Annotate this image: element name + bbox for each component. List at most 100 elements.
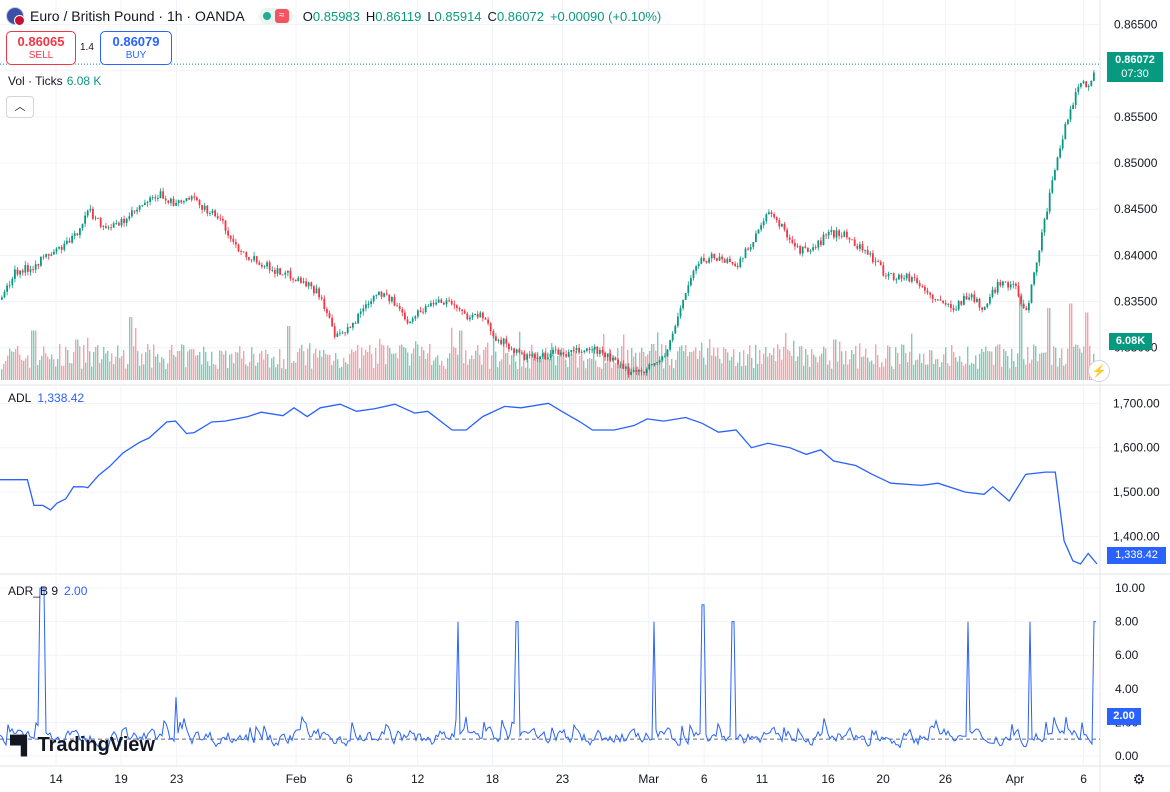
symbol-title[interactable]: Euro / British Pound · 1h · OANDA [30, 8, 245, 24]
candle-body [97, 217, 99, 219]
time-tick-label: 16 [821, 772, 835, 786]
volume-bar [735, 365, 737, 380]
candle-body [734, 263, 736, 266]
volume-bar [1061, 348, 1063, 380]
candle-body [760, 225, 762, 230]
volume-bar [323, 349, 325, 380]
candle-body [843, 231, 846, 237]
volume-bar [83, 344, 85, 380]
volume-legend[interactable]: Vol · Ticks 6.08 K [8, 74, 101, 88]
candle-body [708, 258, 710, 263]
lightning-icon[interactable]: ⚡ [1088, 360, 1110, 382]
volume-bar [595, 360, 597, 380]
volume-bar [949, 365, 951, 380]
candle-body [313, 286, 315, 294]
candle-body [362, 308, 365, 312]
candle-body [125, 218, 128, 224]
candle-body [739, 258, 742, 268]
candle-body [432, 303, 435, 305]
candle-body [1061, 139, 1064, 149]
candle-body [1048, 192, 1051, 212]
volume-bar [69, 362, 71, 380]
candle-body [926, 290, 929, 293]
volume-bar [629, 368, 631, 380]
candle-body [705, 260, 708, 263]
candle-body [1054, 170, 1056, 181]
gear-icon[interactable]: ⚙ [1132, 771, 1146, 787]
volume-bar [811, 349, 813, 380]
volume-bar [715, 356, 717, 380]
time-tick-label: Mar [638, 772, 659, 786]
candle-body [838, 230, 840, 236]
volume-bar [1019, 294, 1021, 380]
volume-bar [117, 345, 119, 380]
volume-bar [5, 360, 7, 380]
volume-bar [891, 366, 893, 380]
volume-bar [813, 354, 815, 380]
volume-bar [547, 352, 549, 380]
volume-bar [573, 346, 575, 380]
candle-body [557, 349, 560, 355]
volume-bar [365, 349, 367, 380]
volume-bar [71, 363, 73, 380]
volume-bar [45, 353, 47, 380]
volume-bar [383, 345, 385, 380]
candle-body [396, 305, 398, 307]
candle-body [422, 311, 424, 313]
volume-bar [507, 352, 509, 380]
volume-bar [885, 358, 887, 380]
tradingview-logo[interactable]: ▀▌ TradingView [10, 734, 155, 757]
candle-body [778, 220, 781, 227]
volume-bar [313, 353, 315, 380]
volume-bar [443, 365, 445, 380]
candle-body [877, 261, 879, 263]
volume-bar [675, 359, 677, 380]
ohlc-high: H0.86119 [365, 8, 422, 24]
candle-body [552, 349, 554, 354]
buy-button[interactable]: 0.86079 BUY [100, 31, 172, 65]
candle-body [783, 224, 786, 230]
candle-body [318, 288, 320, 298]
market-status-pill[interactable]: ≈ [258, 7, 293, 25]
candle-body [456, 305, 458, 308]
candle-body [976, 298, 978, 302]
volume-bar [849, 359, 851, 380]
candle-body [471, 315, 474, 318]
volume-bar [903, 344, 905, 380]
candle-body [1090, 80, 1093, 86]
candle-body [599, 350, 601, 354]
candle-body [596, 346, 599, 354]
volume-bar [195, 355, 197, 380]
adl-legend[interactable]: ADL 1,338.42 [8, 391, 84, 405]
volume-bar [531, 344, 533, 380]
sell-button[interactable]: 0.86065 SELL [6, 31, 76, 65]
candle-body [146, 201, 149, 203]
volume-bar [197, 355, 199, 380]
volume-bar [853, 354, 855, 380]
volume-bar [111, 353, 113, 380]
volume-bar [427, 353, 429, 380]
volume-bar [67, 350, 69, 380]
candle-body [653, 363, 656, 366]
volume-bar [367, 351, 369, 380]
candle-body [487, 319, 489, 324]
brand-name: TradingView [37, 734, 155, 756]
candle-body [375, 294, 378, 296]
ohlc-close: C0.86072 [487, 8, 544, 24]
candle-body [744, 248, 747, 258]
candle-body [388, 294, 391, 302]
volume-bar [847, 364, 849, 380]
adr-legend[interactable]: ADR_B 9 2.00 [8, 584, 87, 598]
volume-bar [685, 345, 687, 380]
volume-bar [147, 344, 149, 380]
price-tick-label: 0.85000 [1114, 156, 1158, 170]
volume-bar [779, 349, 781, 380]
price-tick-label: 0.85500 [1114, 110, 1158, 124]
candle-body [112, 223, 115, 228]
candle-body [879, 261, 882, 266]
volume-bar [497, 367, 499, 380]
collapse-legend-button[interactable]: ︿ [6, 96, 34, 118]
candle-body [684, 293, 687, 300]
volume-bar [669, 365, 671, 380]
